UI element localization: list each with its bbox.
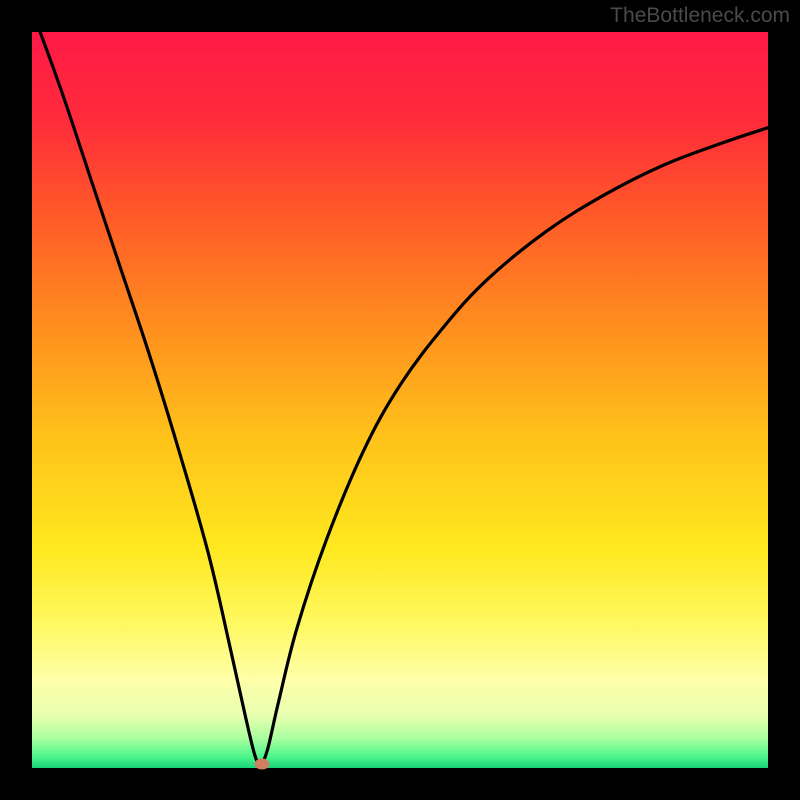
bottleneck-curve xyxy=(32,10,768,768)
watermark-text: TheBottleneck.com xyxy=(610,4,790,28)
chart-root: TheBottleneck.com xyxy=(0,0,800,800)
plot-area xyxy=(32,32,768,768)
curve-svg xyxy=(32,32,768,768)
optimal-point-marker xyxy=(255,758,270,769)
